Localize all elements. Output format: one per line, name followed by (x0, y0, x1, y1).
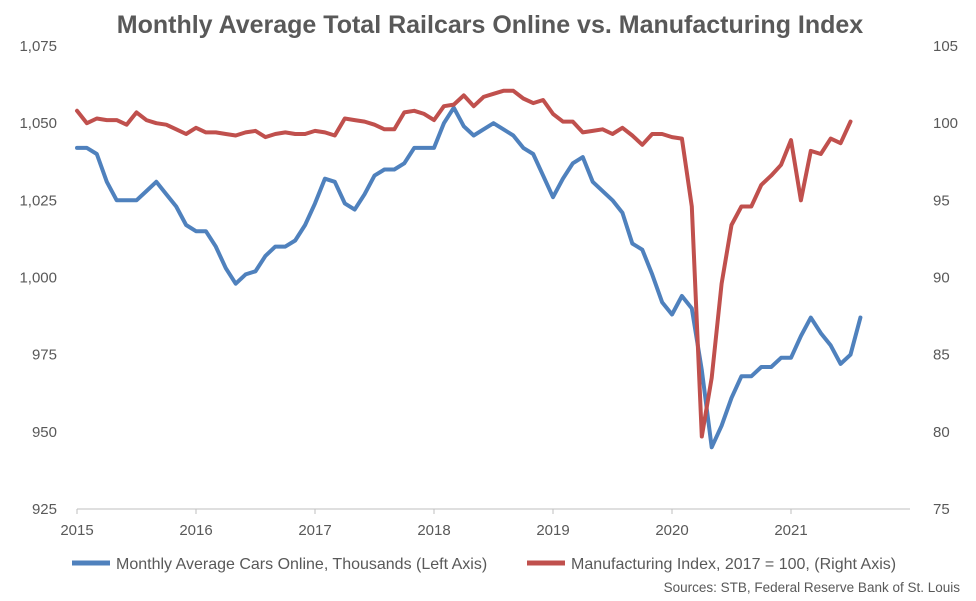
left-tick-label: 950 (32, 424, 57, 441)
chart-title: Monthly Average Total Railcars Online vs… (117, 11, 864, 39)
series-lines (75, 88, 863, 450)
x-tick-label: 2016 (179, 522, 212, 539)
series-line-railcars (75, 105, 863, 450)
right-tick-label: 85 (933, 347, 950, 364)
left-tick-label: 1,000 (19, 270, 57, 287)
left-tick-label: 925 (32, 501, 57, 518)
x-tick-label: 2018 (417, 522, 450, 539)
legend-label-manufacturing: Manufacturing Index, 2017 = 100, (Right … (571, 556, 896, 573)
left-tick-label: 975 (32, 347, 57, 364)
source-note: Sources: STB, Federal Reserve Bank of St… (664, 580, 961, 595)
left-tick-label: 1,050 (19, 115, 57, 132)
x-tick-label: 2015 (60, 522, 93, 539)
left-tick-label: 1,075 (19, 38, 57, 55)
right-tick-label: 95 (933, 192, 950, 209)
right-tick-label: 80 (933, 424, 950, 441)
x-axis: 2015 2016 2017 2018 2019 2020 2021 (60, 508, 910, 539)
legend-label-railcars: Monthly Average Cars Online, Thousands (… (116, 556, 487, 573)
left-tick-label: 1,025 (19, 192, 57, 209)
right-axis: 75 80 85 90 95 100 105 (933, 38, 958, 518)
right-tick-label: 90 (933, 270, 950, 287)
right-tick-label: 100 (933, 115, 958, 132)
left-axis: 925 950 975 1,000 1,025 1,050 1,075 (19, 38, 57, 518)
x-tick-label: 2021 (774, 522, 807, 539)
x-tick-label: 2020 (655, 522, 688, 539)
x-tick-label: 2019 (536, 522, 569, 539)
right-tick-label: 75 (933, 501, 950, 518)
x-tick-label: 2017 (298, 522, 331, 539)
legend: Monthly Average Cars Online, Thousands (… (72, 556, 896, 573)
series-line-manufacturing (75, 88, 853, 439)
right-tick-label: 105 (933, 38, 958, 55)
